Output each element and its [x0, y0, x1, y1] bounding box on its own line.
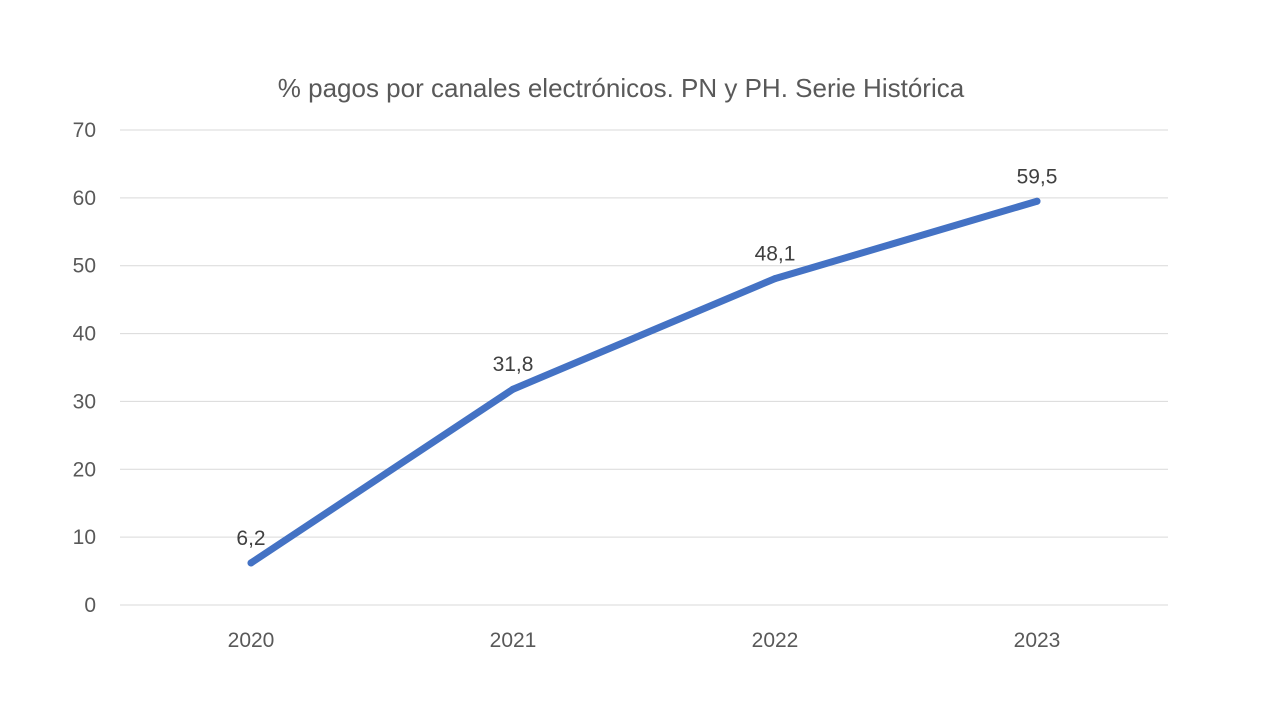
- data-point: [771, 275, 779, 283]
- series-line-layer: [247, 197, 1041, 567]
- series-line: [247, 197, 1041, 567]
- y-tick-label: 20: [73, 458, 96, 481]
- y-tick-label: 60: [73, 187, 96, 210]
- y-tick-label: 40: [73, 323, 96, 346]
- x-tick-label: 2020: [228, 629, 275, 652]
- data-label: 6,2: [236, 527, 265, 550]
- data-point: [1033, 197, 1041, 205]
- data-point: [509, 385, 517, 393]
- y-tick-label: 30: [73, 390, 96, 413]
- data-label: 48,1: [755, 243, 796, 266]
- data-label: 31,8: [493, 353, 534, 376]
- y-tick-label: 10: [73, 526, 96, 549]
- y-tick-label: 70: [73, 119, 96, 142]
- x-tick-label: 2023: [1014, 629, 1061, 652]
- data-point: [247, 559, 255, 567]
- data-label: 59,5: [1017, 165, 1058, 188]
- x-axis-ticks: 2020 2021 2022 2023: [228, 629, 1061, 652]
- y-axis-ticks: 0 10 20 30 40 50 60 70: [73, 119, 96, 617]
- x-tick-label: 2022: [752, 629, 799, 652]
- chart-title: % pagos por canales electrónicos. PN y P…: [278, 73, 965, 103]
- y-tick-label: 0: [84, 594, 96, 617]
- y-tick-label: 50: [73, 255, 96, 278]
- x-tick-label: 2021: [490, 629, 537, 652]
- gridlines: [120, 129, 1168, 606]
- data-labels: 6,2 31,8 48,1 59,5: [236, 165, 1057, 550]
